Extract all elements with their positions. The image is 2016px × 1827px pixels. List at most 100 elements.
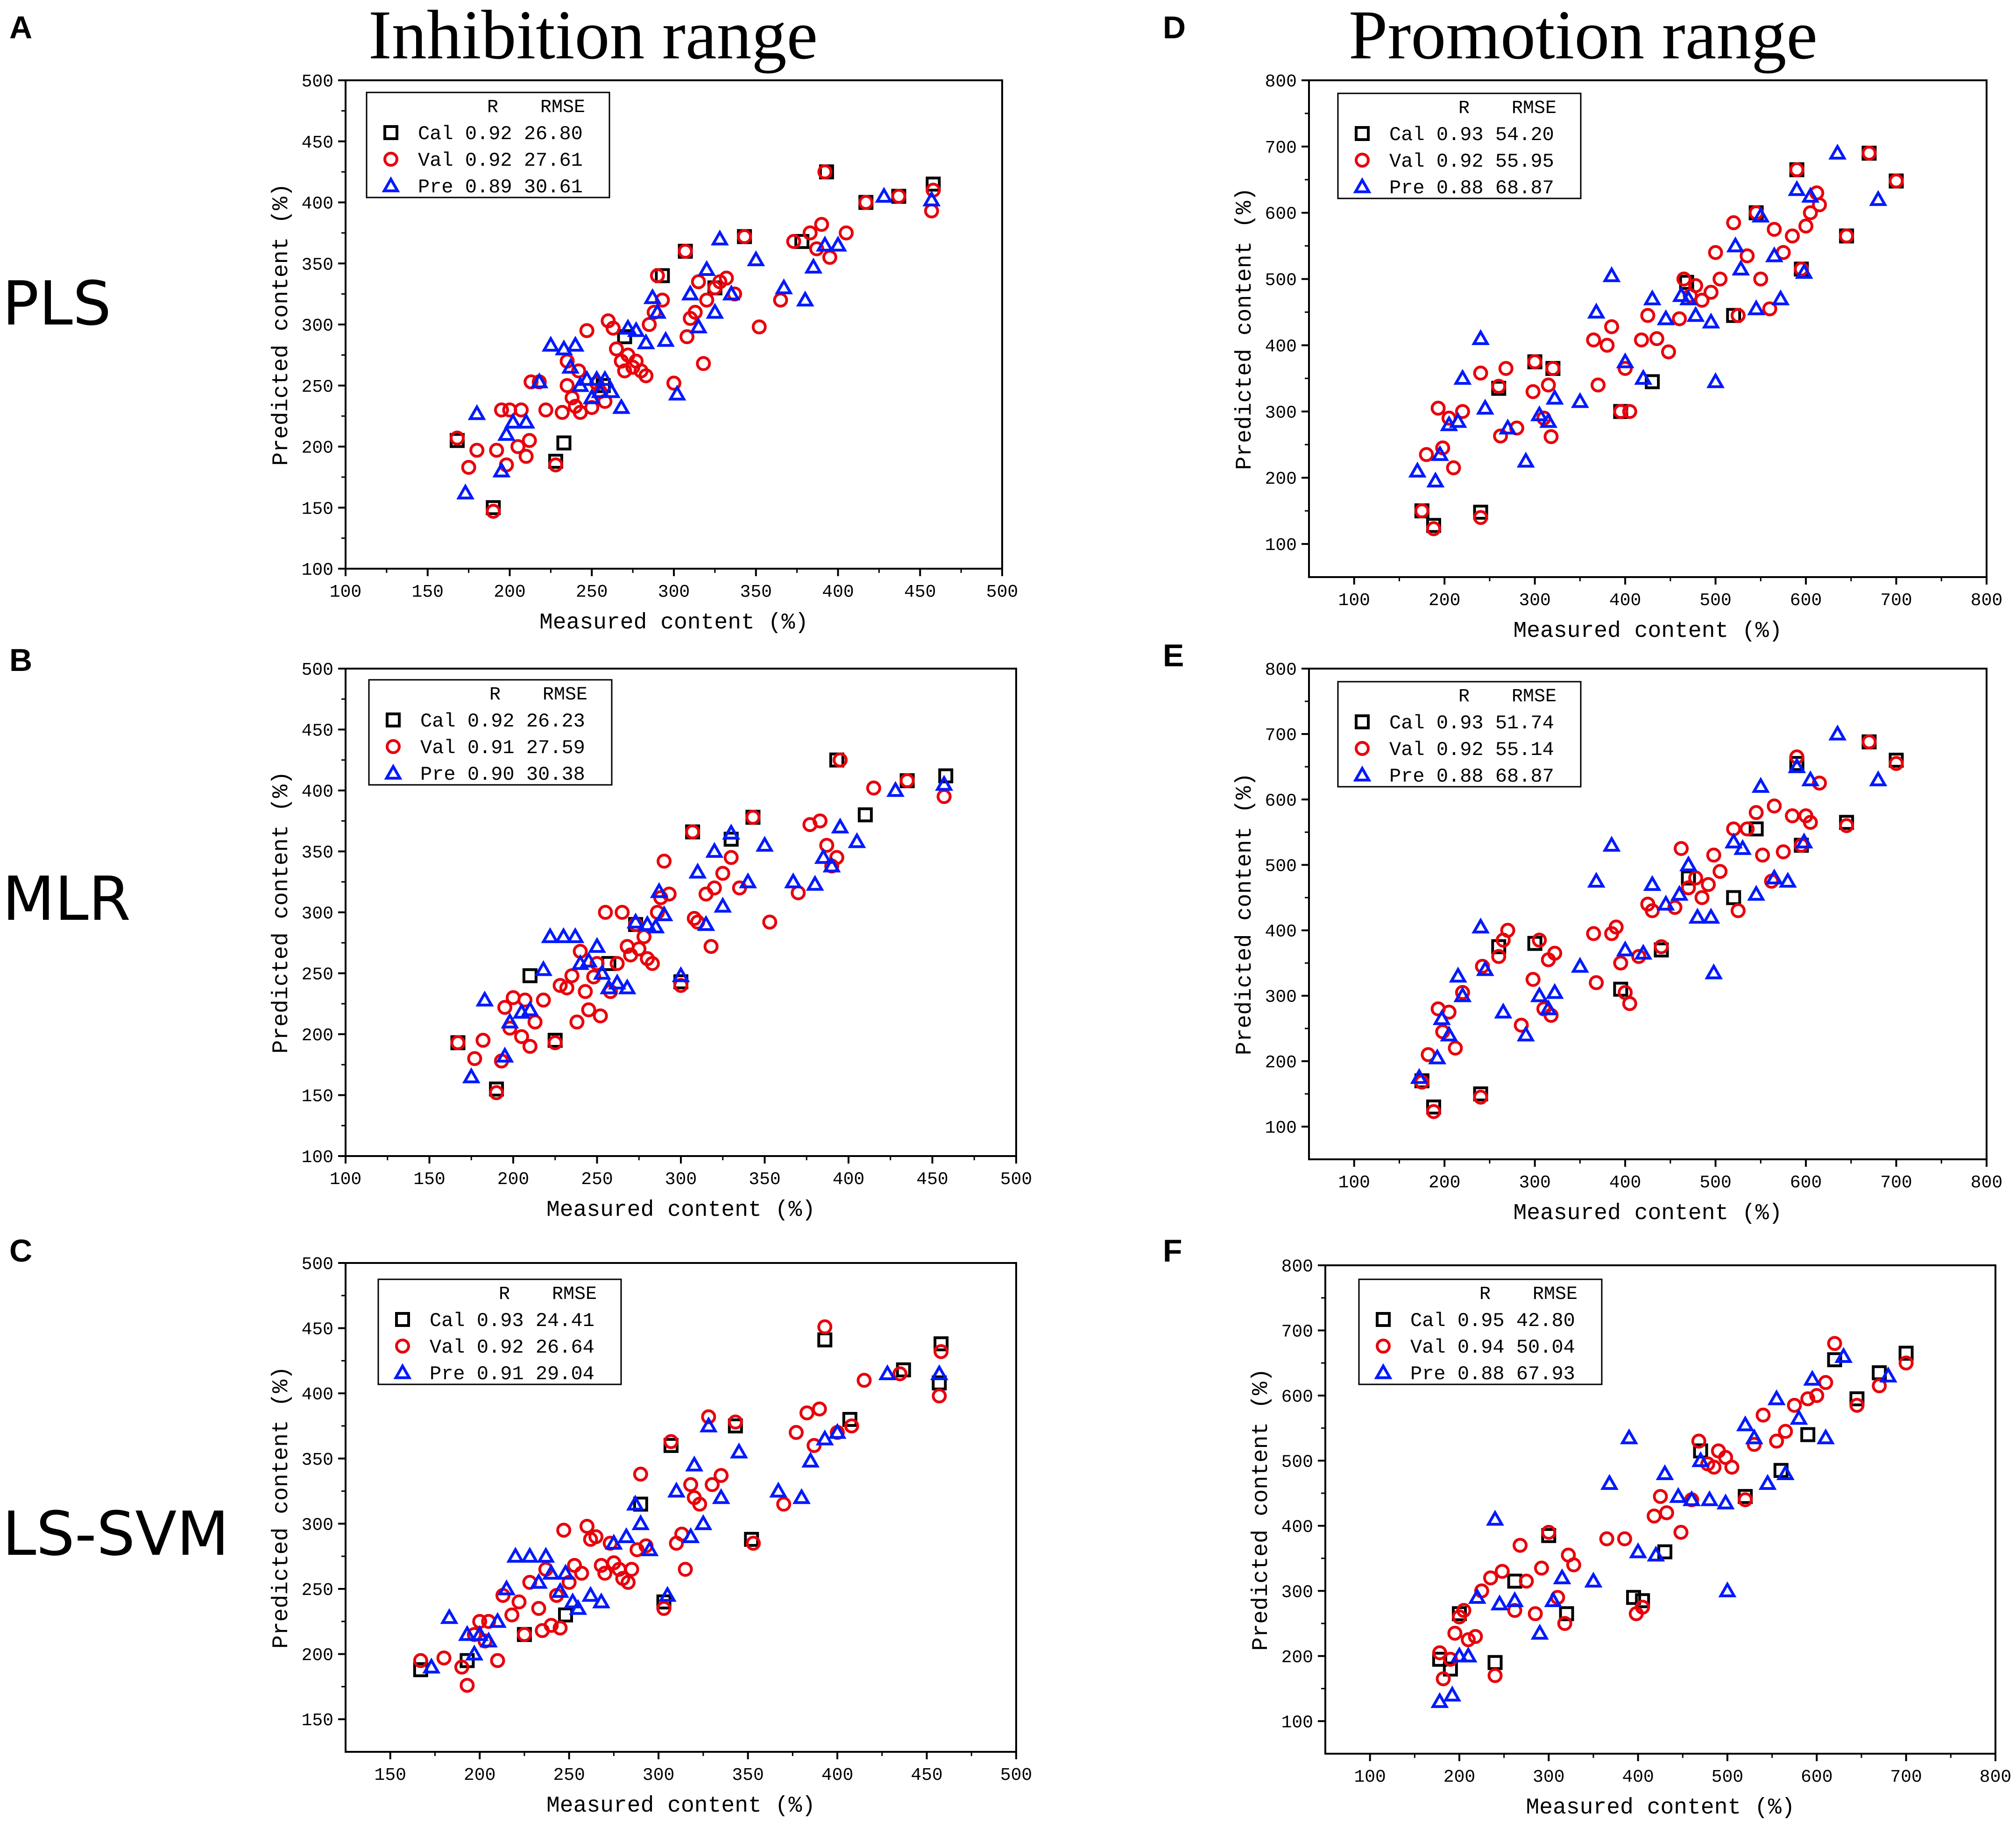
val-point (489, 1085, 504, 1100)
val-point (1487, 1668, 1503, 1683)
val-point (494, 402, 509, 418)
pre-point (534, 960, 553, 976)
cal-point (1635, 1593, 1650, 1608)
pre-point (1545, 983, 1564, 999)
x-tick-label: 700 (1890, 1767, 1922, 1787)
pre-point (569, 1599, 587, 1615)
pre-point (530, 1573, 548, 1589)
legend-header-rmse: RMSE (543, 684, 587, 705)
val-point (1789, 749, 1804, 765)
pre-point (1570, 957, 1589, 973)
pre-point (1634, 944, 1653, 960)
val-point (844, 1418, 859, 1433)
pre-point (1476, 960, 1494, 976)
val-point (1694, 292, 1710, 308)
y-tick-label: 800 (1265, 660, 1297, 680)
val-point (685, 824, 700, 839)
legend-marker-val (1355, 153, 1370, 168)
val-point (589, 956, 605, 971)
pre-point (694, 1514, 713, 1531)
series-val (1432, 1336, 1914, 1686)
x-axis-label: Measured content (%) (1526, 1795, 1795, 1820)
legend-header-rmse: RMSE (1512, 686, 1556, 707)
pre-point (626, 1495, 644, 1511)
series-pre (422, 1364, 948, 1674)
pre-point (591, 382, 609, 398)
pre-point (1778, 872, 1797, 888)
legend: R RMSE Cal 0.93 24.41 Val 0.92 26.64 Pre 0.9… (377, 1278, 622, 1385)
pre-point (1643, 875, 1662, 891)
pre-point (706, 303, 724, 319)
pre-point (1670, 885, 1689, 901)
val-point (1645, 903, 1660, 918)
val-point (1541, 1524, 1556, 1540)
legend-header-rmse: RMSE (552, 1284, 597, 1305)
series-cal (1414, 734, 1904, 1115)
x-tick-label: 100 (1354, 1767, 1386, 1787)
val-point (936, 789, 952, 804)
val-point (1631, 949, 1647, 964)
y-tick-label: 600 (1265, 205, 1297, 225)
pre-point (1776, 1464, 1795, 1481)
val-point (1775, 844, 1791, 860)
legend-entry-cal: Cal 0.92 26.80 (418, 123, 583, 145)
legend-marker-pre (1353, 177, 1372, 193)
pre-point (792, 1488, 811, 1504)
pre-point (688, 862, 707, 879)
cal-point (1898, 1346, 1914, 1361)
y-tick-label: 400 (1281, 1517, 1313, 1538)
legend-box (377, 1278, 622, 1385)
y-tick-label: 100 (1265, 1118, 1297, 1138)
pre-point (672, 966, 690, 982)
pre-point (1736, 1415, 1754, 1432)
pre-point (714, 896, 732, 913)
cal-point (1726, 890, 1741, 905)
x-tick-label: 400 (821, 1765, 853, 1785)
pre-point (1765, 246, 1783, 262)
pre-point (1443, 1686, 1462, 1702)
x-tick-label: 500 (1000, 1170, 1032, 1190)
y-tick-label: 100 (1265, 536, 1297, 556)
x-tick-label: 400 (822, 582, 854, 602)
pre-point (1733, 839, 1752, 855)
x-tick-label: 300 (1533, 1767, 1564, 1787)
pre-point (643, 288, 662, 304)
y-tick-label: 450 (302, 133, 333, 153)
val-point (516, 1627, 532, 1642)
panel-letter-e: E (1163, 638, 1184, 673)
legend-header-r: R (499, 1284, 510, 1305)
pre-point (566, 336, 585, 352)
val-point (814, 217, 829, 232)
panel-e: 100 200 300 400 500 600 700 800 100 200 300 400 500 6… (1232, 660, 2002, 1226)
pre-point (1702, 312, 1720, 329)
val-point (1528, 1606, 1543, 1622)
panel-letter-c: C (9, 1233, 33, 1269)
pre-point (1700, 1490, 1719, 1506)
val-point (567, 1558, 582, 1573)
pre-point (722, 824, 741, 840)
val-point (1635, 1600, 1650, 1615)
pre-point (465, 1644, 484, 1661)
val-point (1599, 338, 1615, 353)
pre-point (697, 915, 715, 931)
legend-entry-pre: Pre 0.89 30.61 (418, 176, 583, 198)
legend-header-r: R (1479, 1284, 1491, 1305)
column-title-inhibition: Inhibition range (368, 0, 818, 74)
val-point (1730, 903, 1746, 918)
legend: R RMSE Cal 0.93 54.20 Val 0.92 55.95 Pre 0.8… (1337, 92, 1582, 199)
pre-point (815, 235, 834, 252)
pre-point (1718, 1581, 1737, 1598)
cal-point (1487, 1655, 1503, 1670)
x-tick-label: 500 (1699, 591, 1731, 611)
panel-letter-f: F (1163, 1233, 1182, 1269)
pre-point (604, 1533, 623, 1550)
val-point (746, 1536, 761, 1551)
val-point (1419, 447, 1434, 462)
pre-point (1634, 369, 1653, 385)
y-tick-label: 450 (302, 721, 333, 741)
val-point (822, 250, 837, 265)
pre-point (530, 372, 549, 388)
val-point (686, 911, 702, 926)
pre-point (1801, 186, 1820, 203)
